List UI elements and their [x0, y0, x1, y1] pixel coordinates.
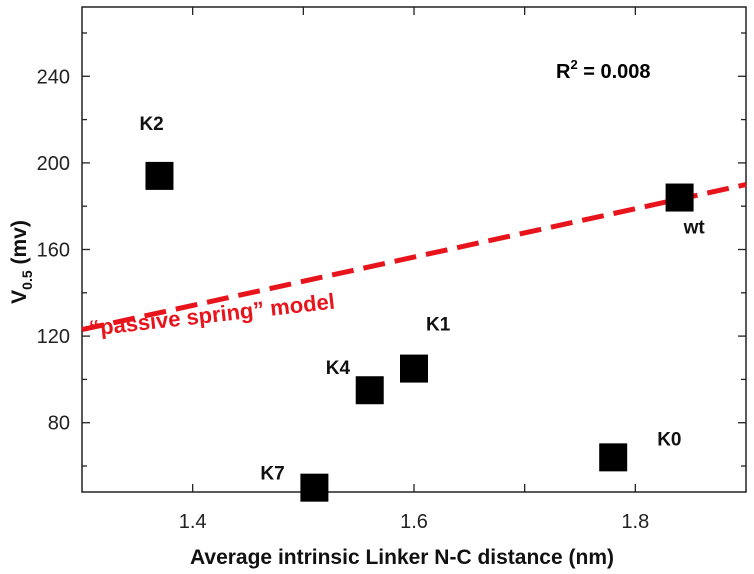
data-point-k1 — [400, 354, 428, 383]
data-point-wt — [665, 183, 694, 212]
point-label-k2: K2 — [139, 114, 163, 135]
point-labels: K2 K7 K4 K1 K0 wt — [139, 114, 705, 485]
r-squared-annotation: R2 = 0.008 — [556, 57, 651, 83]
r-squared-sup: 2 — [570, 57, 577, 72]
x-tick-label: 1.8 — [621, 511, 649, 533]
model-line-layer — [81, 182, 747, 333]
data-point-k0 — [599, 443, 628, 472]
model-line — [81, 182, 747, 333]
data-point-k7 — [300, 473, 329, 502]
x-axis-title: Average intrinsic Linker N-C distance (n… — [190, 546, 614, 569]
point-label-k0: K0 — [657, 429, 681, 450]
data-points — [145, 161, 694, 502]
r-squared-value: = 0.008 — [578, 61, 651, 83]
data-point-k4 — [355, 376, 384, 405]
y-tick-label: 120 — [37, 326, 70, 348]
point-label-k7: K7 — [260, 464, 284, 485]
point-label-k4: K4 — [326, 358, 351, 379]
y-tick-label: 200 — [37, 153, 70, 175]
x-tick-label: 1.4 — [179, 511, 207, 533]
x-tick-label: 1.6 — [400, 511, 428, 533]
x-axis: 1.4 1.6 1.8 — [179, 7, 649, 533]
y-tick-label: 160 — [37, 240, 70, 262]
y-tick-label: 240 — [37, 66, 70, 88]
y-axis-title: V0.5 (mv) — [8, 220, 35, 304]
data-point-k2 — [145, 161, 174, 190]
y-axis-title-unit: (mv) — [8, 220, 31, 270]
y-axis: 80 120 160 200 240 — [37, 32, 746, 467]
point-label-k1: K1 — [426, 315, 451, 336]
point-label-wt: wt — [683, 218, 706, 239]
model-line-label: “passive spring” model — [88, 289, 336, 341]
y-axis-title-main: V — [8, 290, 31, 304]
y-axis-title-sub: 0.5 — [19, 270, 35, 290]
y-tick-label: 80 — [48, 413, 70, 435]
r-squared-main: R — [556, 61, 571, 83]
